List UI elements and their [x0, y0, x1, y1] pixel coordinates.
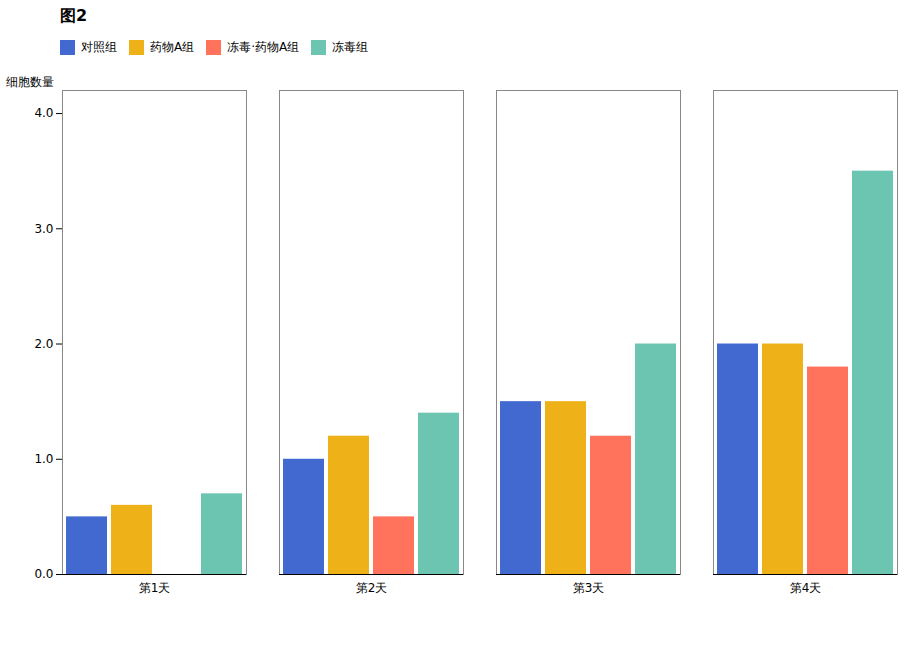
svg-text:2.0: 2.0	[34, 337, 53, 351]
svg-text:4.0: 4.0	[34, 106, 53, 120]
svg-text:3.0: 3.0	[34, 222, 53, 236]
svg-text:1.0: 1.0	[34, 452, 53, 466]
svg-text:第4天: 第4天	[790, 581, 822, 595]
svg-text:第1天: 第1天	[139, 581, 171, 595]
svg-text:第3天: 第3天	[573, 581, 605, 595]
html-text:对照组: 对照组	[81, 40, 117, 54]
html-text:图2: 图2	[60, 6, 88, 25]
html-text:药物A组: 药物A组	[150, 40, 195, 54]
svg-text:第2天: 第2天	[356, 581, 388, 595]
html-text:冻毒·药物A组: 冻毒·药物A组	[227, 40, 300, 54]
svg-text:细胞数量: 细胞数量	[6, 75, 54, 89]
html-text:冻毒组: 冻毒组	[332, 40, 369, 54]
svg-text:0.0: 0.0	[34, 567, 53, 581]
